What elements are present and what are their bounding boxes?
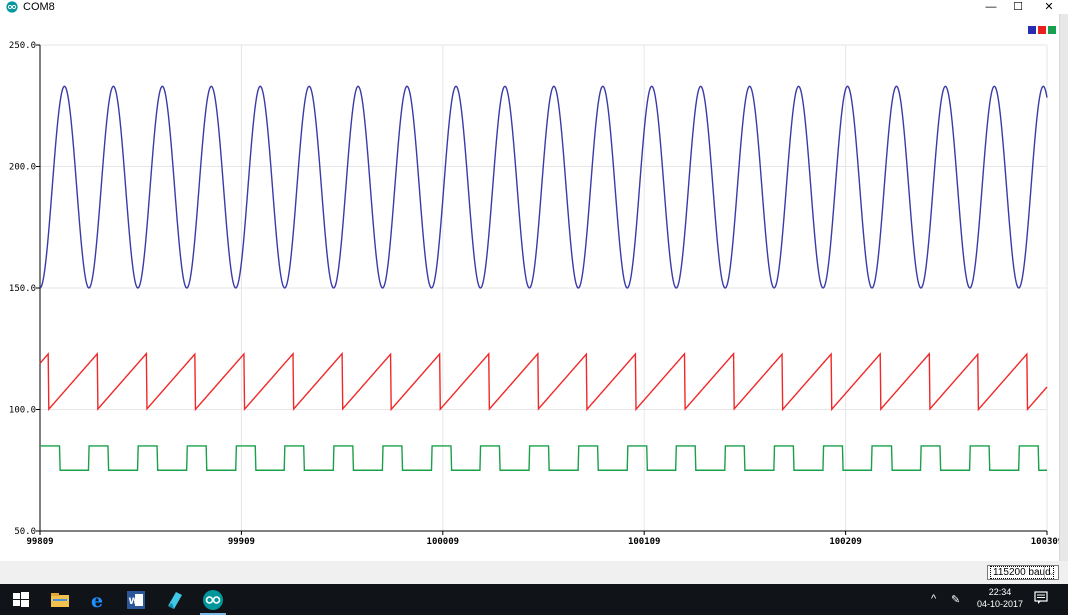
svg-text:W: W <box>129 597 139 607</box>
legend-swatch-2 <box>1038 26 1046 34</box>
x-tick-label: 100309 <box>1031 537 1059 547</box>
x-tick-label: 100009 <box>427 537 460 547</box>
status-bar <box>0 561 1068 584</box>
title-bar: COM8 — ☐ ✕ <box>0 0 1068 14</box>
notes-app-icon[interactable] <box>164 589 186 611</box>
minimize-button[interactable]: — <box>985 1 997 13</box>
pen-icon[interactable]: ✎ <box>951 594 961 606</box>
notifications-icon[interactable] <box>1034 591 1048 605</box>
clock[interactable]: 22:34 04-10-2017 <box>975 586 1025 610</box>
series-layer <box>39 85 1048 471</box>
x-tick-label: 99809 <box>26 537 53 547</box>
x-tick-label: 100109 <box>628 537 661 547</box>
y-tick-label: 150.0 <box>9 284 36 294</box>
baud-rate-select[interactable]: 115200 baud ⌵ <box>987 565 1059 580</box>
y-tick-label: 250.0 <box>9 41 36 51</box>
edge-browser-icon[interactable]: e <box>87 589 109 611</box>
clock-date: 04-10-2017 <box>976 599 1024 609</box>
windows-start-icon[interactable] <box>10 589 32 611</box>
arduino-icon <box>6 1 18 13</box>
series-line-3 <box>40 445 1047 471</box>
series-line-1 <box>39 85 1048 289</box>
serial-plotter-chart: 50.0 100.0 150.0 200.0 250.0 99809 99909 100009… <box>9 26 1059 547</box>
maximize-button[interactable]: ☐ <box>1013 1 1023 13</box>
legend-swatch-3 <box>1048 26 1056 34</box>
x-tick-label: 99909 <box>228 537 255 547</box>
baud-rate-value: 115200 baud <box>990 566 1054 579</box>
active-app-indicator <box>200 613 226 615</box>
chevron-down-icon: ⌵ <box>1044 566 1058 579</box>
clock-time: 22:34 <box>988 587 1012 597</box>
arduino-taskbar-icon[interactable] <box>202 589 224 611</box>
grid-layer <box>39 44 1048 532</box>
chevron-up-icon[interactable]: ^ <box>931 593 937 605</box>
y-tick-label: 200.0 <box>9 163 36 173</box>
x-tick-label: 100209 <box>829 537 862 547</box>
window-title: COM8 <box>23 1 55 13</box>
word-icon[interactable]: W <box>125 589 147 611</box>
y-tick-label: 100.0 <box>9 406 36 416</box>
legend-swatch-1 <box>1028 26 1036 34</box>
taskbar: e W <box>0 584 1068 615</box>
svg-text:e: e <box>91 590 103 611</box>
y-tick-label: 50.0 <box>14 527 36 537</box>
series-line-2 <box>39 351 1048 412</box>
axis-layer: 50.0 100.0 150.0 200.0 250.0 99809 99909 100009… <box>9 41 1059 547</box>
window-edge <box>1059 14 1068 561</box>
legend <box>1028 26 1056 34</box>
close-button[interactable]: ✕ <box>1044 1 1054 13</box>
file-explorer-icon[interactable] <box>49 589 71 611</box>
